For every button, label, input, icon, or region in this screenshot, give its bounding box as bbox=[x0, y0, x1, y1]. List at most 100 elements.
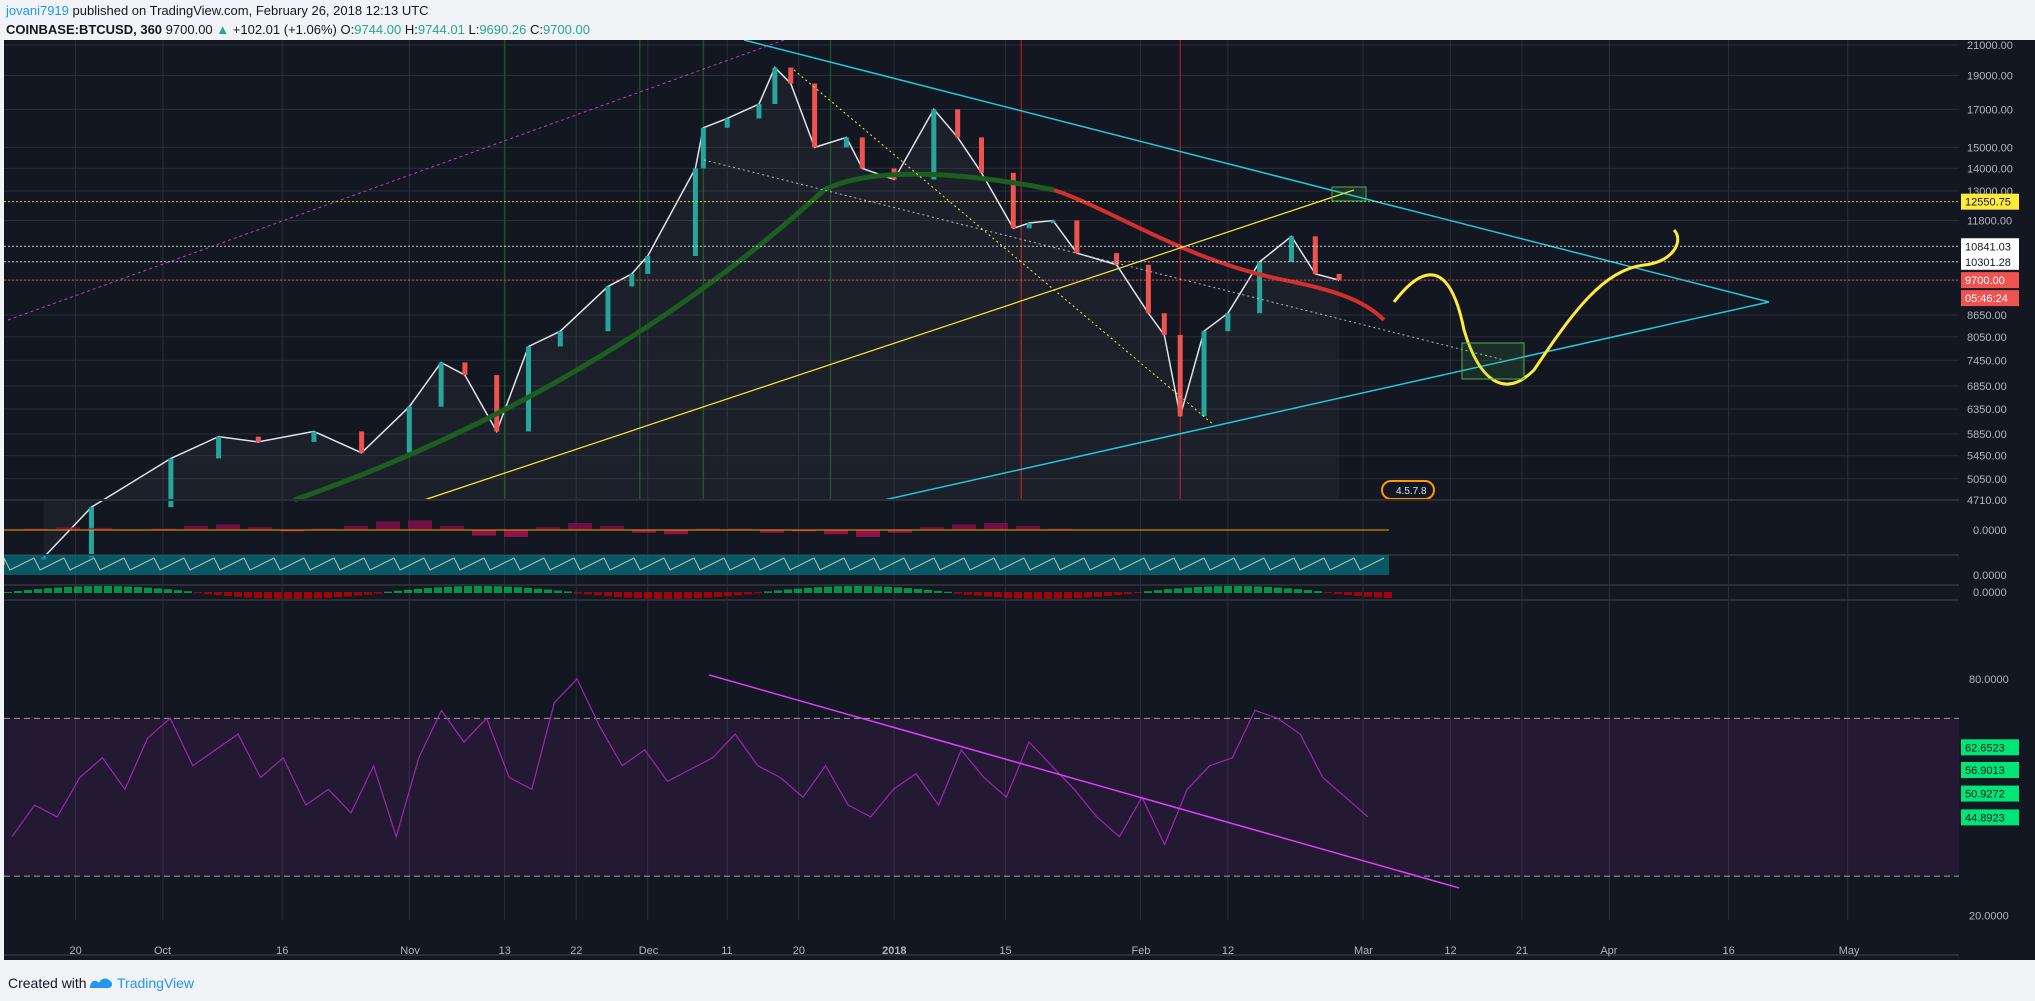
oscillator3-bar bbox=[184, 591, 192, 593]
price-candle bbox=[724, 118, 730, 128]
price-candle bbox=[1010, 172, 1016, 229]
oscillator3-bar bbox=[1064, 592, 1072, 599]
price-candle bbox=[1114, 253, 1120, 265]
oscillator3-bar bbox=[354, 592, 362, 596]
macd-bar bbox=[376, 521, 400, 530]
x-axis-tick: 20 bbox=[70, 945, 82, 957]
price-axis-tick: 21000.00 bbox=[1967, 40, 2013, 52]
oscillator3-bar bbox=[884, 586, 892, 593]
oscillator3-bar bbox=[1084, 592, 1092, 598]
macd-bar bbox=[568, 523, 592, 530]
oscillator3-bar bbox=[584, 592, 592, 595]
created-with-text: Created with bbox=[8, 975, 87, 991]
oscillator3-bar bbox=[154, 588, 162, 593]
macd-bar bbox=[56, 527, 80, 530]
oscillator3-bar bbox=[454, 586, 462, 593]
oscillator3-bar bbox=[464, 586, 472, 593]
chart-area[interactable]: 4.5.7.8 21000.00 19000.00 17000.00 15000.00 1… bbox=[3, 39, 2035, 960]
oscillator3-bar bbox=[294, 592, 302, 599]
price-axis-tick: 5450.00 bbox=[1967, 451, 2007, 463]
oscillator3-bar bbox=[1094, 592, 1102, 597]
oscillator3-bar bbox=[934, 590, 942, 593]
rsi-label: 44.8923 bbox=[1965, 812, 2005, 824]
oscillator3-bar bbox=[1294, 589, 1302, 593]
macd-bar bbox=[24, 528, 48, 530]
oscillator3-bar bbox=[124, 586, 132, 593]
oscillator3-bar bbox=[1324, 592, 1332, 594]
ohlc-close: 9700.00 bbox=[542, 22, 590, 37]
chart-svg[interactable]: 4.5.7.8 21000.00 19000.00 17000.00 15000.00 1… bbox=[3, 39, 2035, 960]
macd-bar bbox=[216, 524, 240, 530]
oscillator3-bar bbox=[414, 588, 422, 593]
author-link[interactable]: jovani7919 bbox=[6, 3, 69, 18]
oscillator3-bar bbox=[994, 592, 1002, 598]
price-candle bbox=[462, 362, 468, 376]
price-candle bbox=[812, 83, 818, 148]
oscillator3-bar bbox=[364, 592, 372, 595]
macd-bar bbox=[88, 527, 112, 530]
price-candle bbox=[629, 273, 635, 287]
target-box bbox=[1461, 342, 1525, 380]
macd-bar bbox=[920, 527, 944, 530]
oscillator3-bar bbox=[944, 591, 952, 593]
macd-bar bbox=[248, 527, 272, 530]
price-axis-tick: 19000.00 bbox=[1967, 70, 2013, 82]
oscillator3-bar bbox=[334, 592, 342, 598]
macd-bar bbox=[152, 528, 176, 530]
price-candle bbox=[931, 109, 937, 180]
oscillator3-bar bbox=[54, 587, 62, 593]
oscillator3-bar bbox=[974, 592, 982, 596]
oscillator3-bar bbox=[1204, 586, 1212, 593]
oscillator3-bar bbox=[604, 592, 612, 597]
oscillator3-bar bbox=[74, 586, 82, 593]
trendline-lower bbox=[883, 301, 1770, 501]
oscillator3-bar bbox=[754, 592, 762, 594]
oscillator3-bar bbox=[1364, 592, 1372, 597]
oscillator3-bar bbox=[1334, 592, 1342, 595]
macd-axis-tick: 0.0000 bbox=[1973, 525, 2007, 537]
price-axis-tick: 6850.00 bbox=[1967, 381, 2007, 393]
oscillator3-bar bbox=[324, 592, 332, 598]
price-axis-tick: 8650.00 bbox=[1967, 310, 2007, 322]
oscillator3-bar bbox=[664, 592, 672, 599]
price-label: 12550.75 bbox=[1965, 197, 2011, 209]
oscillator3-bar bbox=[274, 592, 282, 599]
oscillator3-bar bbox=[1304, 590, 1312, 593]
x-axis-tick: 20 bbox=[793, 945, 805, 957]
projection-path bbox=[1392, 228, 1680, 386]
oscillator3-bar bbox=[484, 586, 492, 593]
price-axis-tick: 14000.00 bbox=[1967, 163, 2013, 175]
oscillator3-bar bbox=[1314, 591, 1322, 593]
oscillator3-bar bbox=[704, 592, 712, 598]
macd-bar bbox=[856, 530, 880, 537]
price-candle bbox=[557, 331, 563, 347]
oscillator3-bar bbox=[264, 592, 272, 599]
x-axis-tick: Dec bbox=[639, 945, 659, 957]
tradingview-link[interactable]: TradingView bbox=[117, 975, 195, 991]
oscillator3-bar bbox=[64, 586, 72, 593]
price-candle bbox=[438, 362, 444, 407]
macd-bar bbox=[312, 528, 336, 530]
macd-bar bbox=[728, 528, 752, 530]
oscillator3-bar bbox=[1384, 592, 1392, 599]
rsi-label-box bbox=[1961, 762, 2019, 779]
oscillator3-bar bbox=[434, 587, 442, 593]
rsi-label: 62.6523 bbox=[1965, 742, 2005, 754]
oscillator3-bar bbox=[1034, 592, 1042, 599]
price-label-box bbox=[1961, 193, 2019, 210]
macd-bar bbox=[792, 530, 816, 532]
oscillator3-bar bbox=[1174, 588, 1182, 593]
oscillator3-bar bbox=[814, 587, 822, 593]
price-candle bbox=[955, 109, 961, 138]
price-candle bbox=[1336, 273, 1342, 281]
x-axis-tick: May bbox=[1839, 945, 1860, 957]
oscillator3-bar bbox=[34, 589, 42, 593]
x-axis-tick: Nov bbox=[400, 945, 420, 957]
macd-bar bbox=[984, 523, 1008, 530]
osc2-axis-tick: 0.0000 bbox=[1973, 570, 2007, 582]
oscillator3-bar bbox=[874, 586, 882, 593]
price-label-box bbox=[1961, 253, 2019, 270]
target-box-small bbox=[1331, 186, 1367, 202]
oscillator3-bar bbox=[1024, 592, 1032, 599]
price-change: +102.01 (+1.06%) bbox=[232, 22, 337, 37]
